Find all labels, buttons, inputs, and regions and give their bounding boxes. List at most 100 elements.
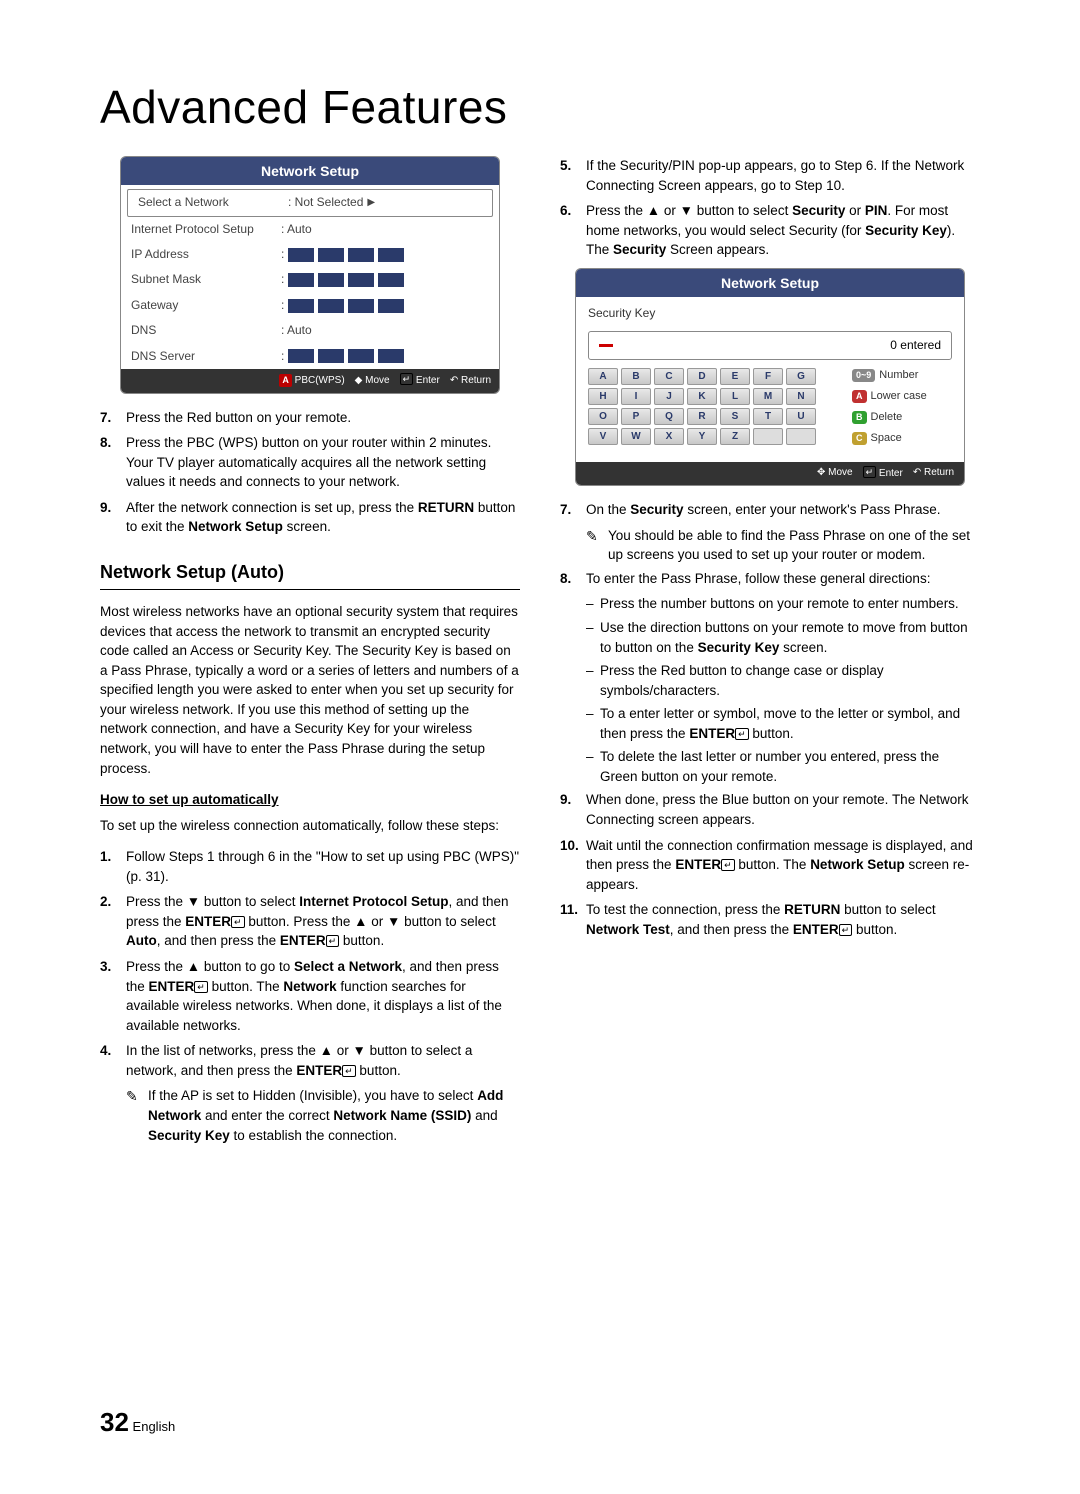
step-text: To test the connection, press the RETURN… (586, 900, 980, 939)
panel-footer: A PBC(WPS) ◆ Move ↵ Enter ↶ Return (121, 369, 499, 393)
ip-octet (348, 248, 374, 262)
ip-octet (348, 299, 374, 313)
page-title: Advanced Features (100, 80, 980, 134)
step-num: 6. (560, 201, 586, 260)
enter-icon: ↵ (721, 859, 735, 871)
row-label: Subnet Mask (131, 271, 281, 288)
key-w[interactable]: W (621, 428, 651, 445)
legend-row: B Delete (852, 410, 952, 426)
step-num: 9. (560, 790, 586, 829)
row-value: : (281, 246, 489, 263)
legend-row: 0~9Number (852, 368, 952, 384)
step-text: Press the PBC (WPS) button on your route… (126, 433, 520, 492)
note: ✎ If the AP is set to Hidden (Invisible)… (126, 1086, 520, 1145)
key-n[interactable]: N (786, 388, 816, 405)
settings-row: Internet Protocol Setup: Auto (121, 217, 499, 242)
note: ✎ You should be able to find the Pass Ph… (586, 526, 980, 565)
key-k[interactable]: K (687, 388, 717, 405)
settings-row: IP Address: (121, 242, 499, 267)
row-label: Gateway (131, 297, 281, 314)
key-h[interactable]: H (588, 388, 618, 405)
enter-icon: ↵ (863, 466, 877, 478)
step-num: 11. (560, 900, 586, 939)
key-g[interactable]: G (786, 368, 816, 385)
key-b[interactable]: B (621, 368, 651, 385)
key-j[interactable]: J (654, 388, 684, 405)
key-u[interactable]: U (786, 408, 816, 425)
cursor-icon (599, 344, 613, 347)
key-f[interactable]: F (753, 368, 783, 385)
network-setup-panel: Network Setup Select a Network: Not Sele… (120, 156, 500, 394)
key-r[interactable]: R (687, 408, 717, 425)
enter-icon: ↵ (400, 373, 414, 385)
key-p[interactable]: P (621, 408, 651, 425)
row-value: : Auto (281, 221, 489, 238)
row-value: : (281, 348, 489, 365)
step-text: Press the Red button on your remote. (126, 408, 520, 428)
ip-octet (288, 299, 314, 313)
step-text: To enter the Pass Phrase, follow these g… (586, 569, 980, 589)
key-x[interactable]: X (654, 428, 684, 445)
enter-icon: ↵ (342, 1065, 356, 1077)
step-num: 10. (560, 836, 586, 895)
ip-octet (288, 248, 314, 262)
step-num: 7. (100, 408, 126, 428)
key-d[interactable]: D (687, 368, 717, 385)
key-s[interactable]: S (720, 408, 750, 425)
enter-icon: ↵ (194, 981, 208, 993)
legend-label: Number (879, 368, 918, 384)
step-num: 7. (560, 500, 586, 520)
step-text: Follow Steps 1 through 6 in the "How to … (126, 847, 520, 886)
step-text: If the Security/PIN pop-up appears, go t… (586, 156, 980, 195)
ip-octet (378, 349, 404, 363)
key-a[interactable]: A (588, 368, 618, 385)
row-value: : (281, 297, 489, 314)
step-text: Wait until the connection confirmation m… (586, 836, 980, 895)
ip-octet (378, 299, 404, 313)
legend-badge: B (852, 411, 867, 424)
step-text: On the Security screen, enter your netwo… (586, 500, 980, 520)
key-l[interactable]: L (720, 388, 750, 405)
page-lang: English (133, 1419, 176, 1434)
key-c[interactable]: C (654, 368, 684, 385)
dash-item: Use the direction buttons on your remote… (600, 618, 980, 657)
page-footer: 32 English (100, 1407, 175, 1438)
security-key-panel: Network Setup Security Key 0 entered ABC… (575, 268, 965, 486)
key-y[interactable]: Y (687, 428, 717, 445)
left-column: Network Setup Select a Network: Not Sele… (100, 156, 520, 1149)
key-m[interactable]: M (753, 388, 783, 405)
panel-title: Network Setup (121, 157, 499, 185)
body-paragraph: To set up the wireless connection automa… (100, 816, 520, 836)
row-value: : Not Selected ▶ (288, 194, 482, 211)
step-text: Press the ▼ button to select Internet Pr… (126, 892, 520, 951)
step-text: When done, press the Blue button on your… (586, 790, 980, 829)
key-i[interactable]: I (621, 388, 651, 405)
step-text: After the network connection is set up, … (126, 498, 520, 537)
step-num: 4. (100, 1041, 126, 1080)
key-blank (786, 428, 816, 445)
key-o[interactable]: O (588, 408, 618, 425)
key-q[interactable]: Q (654, 408, 684, 425)
ip-octet (288, 349, 314, 363)
dash-item: Press the Red button to change case or d… (600, 661, 980, 700)
dash-item: To delete the last letter or number you … (600, 747, 980, 786)
step-text: Press the ▲ or ▼ button to select Securi… (586, 201, 980, 260)
settings-row: DNS: Auto (121, 318, 499, 343)
step-num: 8. (560, 569, 586, 589)
key-z[interactable]: Z (720, 428, 750, 445)
settings-row: Gateway: (121, 293, 499, 318)
right-column: 5. If the Security/PIN pop-up appears, g… (560, 156, 980, 1149)
key-e[interactable]: E (720, 368, 750, 385)
key-v[interactable]: V (588, 428, 618, 445)
dash-item: Press the number buttons on your remote … (600, 594, 959, 614)
settings-row[interactable]: Select a Network: Not Selected ▶ (127, 189, 493, 216)
legend-row: ALower case (852, 389, 952, 405)
step-num: 9. (100, 498, 126, 537)
row-value: : Auto (281, 322, 489, 339)
legend-label: Delete (871, 410, 903, 426)
enter-icon: ↵ (735, 728, 749, 740)
entered-count: 0 entered (890, 337, 941, 354)
key-t[interactable]: T (753, 408, 783, 425)
legend-label: Lower case (871, 389, 927, 405)
security-key-input[interactable]: 0 entered (588, 331, 952, 360)
